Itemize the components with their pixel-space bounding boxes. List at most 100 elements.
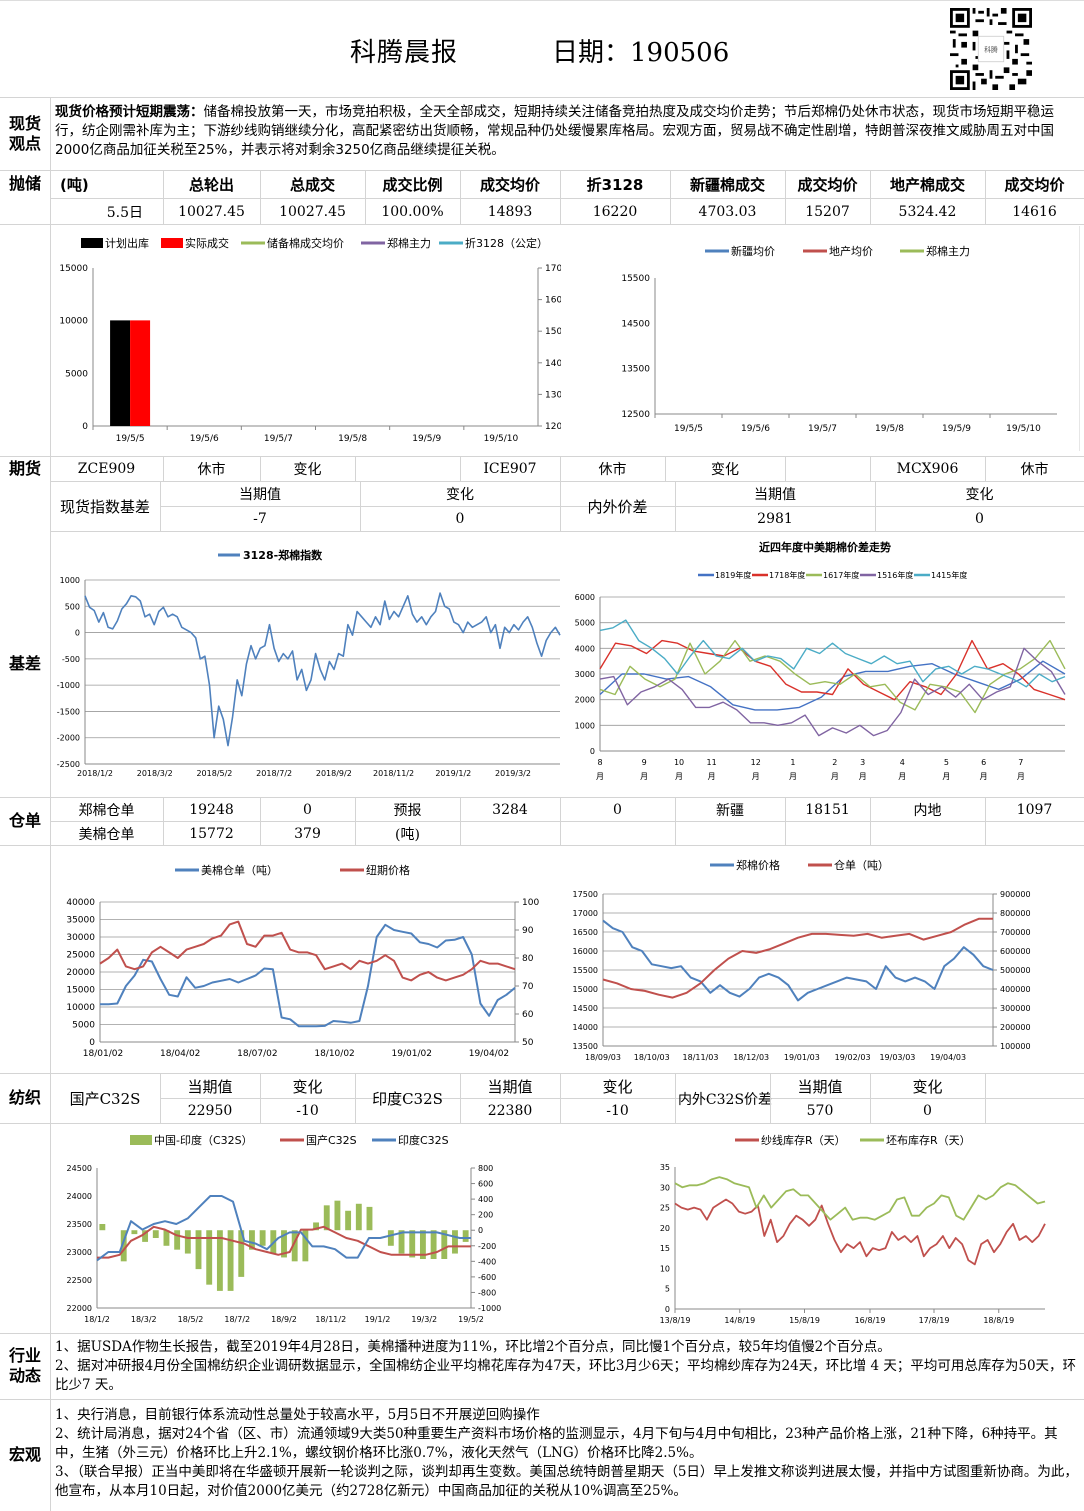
y2-tick-label: 400000 xyxy=(1000,985,1031,994)
x-tick-label: 1 xyxy=(790,758,795,767)
series-line-zce-warehouse xyxy=(602,917,993,999)
x-tick-label: 19/5/5 xyxy=(116,434,145,444)
futures-cell-mcx-status: 休市 xyxy=(1020,462,1049,478)
zce-warehouse-chart: 郑棉价格 仓单（吨） 13500 14000 14500 15000 15500 16000 1… xyxy=(573,858,1031,1062)
y-tick-label: 22500 xyxy=(67,1276,92,1285)
y2-tick-label: -800 xyxy=(478,1288,496,1297)
x-tick-label-month: 月 xyxy=(1017,772,1025,781)
legend-1-label: 仓单（吨） xyxy=(834,858,889,872)
futures-cell-zce-change: 变化 xyxy=(293,462,322,478)
section-label-basis: 基差 xyxy=(8,653,41,673)
bar-spread xyxy=(174,1230,181,1250)
legend-1-label: 坯布库存R（天） xyxy=(886,1133,971,1147)
y2-tick-label: 15000 xyxy=(545,327,561,337)
x-tick-label: 16/8/19 xyxy=(855,1316,886,1325)
bar-actual xyxy=(130,320,151,426)
bar-spread xyxy=(249,1230,255,1250)
x-tick-label: 19/01/02 xyxy=(392,1049,432,1059)
y-tick-label: 30000 xyxy=(66,933,95,943)
legend-1-label: 纽期价格 xyxy=(366,863,410,877)
industry-news: 1、据USDA作物生长报告，截至2019年4月28日，美棉播种进度为11%，环比… xyxy=(55,1338,1079,1395)
y-tick-label: 2000 xyxy=(575,696,595,705)
legend-label-1: 1718年度 xyxy=(769,570,805,580)
series-line-india xyxy=(96,1195,471,1262)
legend-4-label: 折3128（公定） xyxy=(465,236,548,250)
bar-spread xyxy=(302,1230,309,1262)
y-tick-label: 5000 xyxy=(575,619,595,628)
y-tick-label: 5 xyxy=(665,1285,670,1294)
y-tick-label: 17000 xyxy=(573,909,598,918)
x-tick-label: 18/11/2 xyxy=(315,1315,346,1323)
legend-0-label: 纱线库存R（天） xyxy=(761,1133,846,1147)
y2-tick-label: 12000 xyxy=(545,422,561,432)
warehouse-cell: 内地 xyxy=(913,802,942,819)
auction-header-cell: 总成交 xyxy=(289,176,335,194)
report-title: 科腾晨报 xyxy=(350,38,459,68)
x-tick-label-month: 月 xyxy=(859,772,867,781)
textile-ind-current-header: 当期值 xyxy=(487,1077,533,1096)
basis-current-value: -7 xyxy=(253,511,267,527)
auction-value-cell: 14616 xyxy=(1012,203,1057,220)
series-line-us-warehouse xyxy=(100,923,516,1028)
warehouse-cell: 15772 xyxy=(189,825,234,842)
series-line-greige xyxy=(674,1176,1046,1221)
series-line-ice-price xyxy=(99,920,516,982)
bar-spread xyxy=(355,1203,362,1231)
x-tick-label: 15/8/19 xyxy=(789,1316,820,1325)
x-tick-label: 18/3/2 xyxy=(131,1315,157,1323)
x-tick-label: 19/5/6 xyxy=(741,424,770,434)
legend-2-label: 印度C32S xyxy=(398,1133,449,1147)
y2-tick-label: 500000 xyxy=(1000,966,1031,975)
x-tick-label-month: 月 xyxy=(675,772,683,781)
macro-item: 1、央行消息，目前银行体系流动性总量处于较高水平，5月5日不开展逆回购操作 xyxy=(55,1407,540,1423)
x-tick-label: 10 xyxy=(674,758,684,767)
y-tick-label: 6000 xyxy=(575,593,595,602)
x-tick-label: 18/10/02 xyxy=(314,1049,354,1059)
x-tick-label: 19/5/2 xyxy=(458,1315,484,1323)
bar-spread xyxy=(99,1224,106,1231)
warehouse-cell: 0 xyxy=(303,801,312,818)
y2-tick-label: 400 xyxy=(478,1195,493,1204)
textile-domestic-label: 国产C32S xyxy=(69,1090,141,1108)
y2-tick-label: 600 xyxy=(478,1180,493,1189)
y2-tick-label: 800000 xyxy=(1000,909,1031,918)
x-tick-label: 19/5/7 xyxy=(264,434,293,444)
legend-0-label: 中国-印度（C32S） xyxy=(154,1133,253,1147)
x-tick-label: 2018/3/2 xyxy=(137,769,173,778)
legend-2-label: 郑棉主力 xyxy=(926,244,970,258)
auction-header-cell: (吨) xyxy=(60,176,89,194)
x-tick-label: 19/04/02 xyxy=(469,1049,509,1059)
x-tick-label-month: 月 xyxy=(898,772,906,781)
bar-spread xyxy=(206,1230,213,1285)
y-tick-label: 25 xyxy=(660,1204,670,1213)
textile-dom-current-header: 当期值 xyxy=(187,1077,233,1096)
legend-label-2: 1617年度 xyxy=(823,570,859,580)
textile-spread-current-value: 570 xyxy=(806,1103,834,1119)
warehouse-cell: 新疆 xyxy=(716,802,744,819)
y-tick-label: 22000 xyxy=(67,1304,92,1313)
textile-ind-change-header: 变化 xyxy=(602,1077,633,1096)
y-tick-label: 15000 xyxy=(66,986,95,996)
y2-tick-label: 600000 xyxy=(1000,947,1031,956)
y-tick-label: 14000 xyxy=(573,1023,598,1032)
report-date: 日期：190506 xyxy=(552,38,730,68)
x-tick-label: 18/11/03 xyxy=(683,1053,719,1062)
y2-tick-label: 300000 xyxy=(1000,1004,1031,1013)
x-tick-label: 4 xyxy=(900,758,905,767)
section-label-futures: 期货 xyxy=(8,458,41,478)
x-tick-label: 7 xyxy=(1018,758,1023,767)
bar-spread xyxy=(216,1230,223,1291)
x-tick-label: 2018/11/2 xyxy=(373,769,414,778)
y-tick-label: -500 xyxy=(62,655,80,664)
x-tick-label: 18/8/19 xyxy=(983,1316,1014,1325)
series-line-yarn xyxy=(674,1198,1046,1266)
series-line-3 xyxy=(599,647,1066,737)
y-tick-label: 13500 xyxy=(621,365,650,375)
x-tick-label: 19/5/9 xyxy=(942,424,971,434)
inout-current-value: 2981 xyxy=(757,511,793,527)
textile-spread-change-header: 变化 xyxy=(912,1077,943,1096)
x-tick-label: 3 xyxy=(860,758,865,767)
y-tick-label: 16000 xyxy=(573,947,598,956)
y-tick-label: 17500 xyxy=(573,890,598,899)
bar-spread xyxy=(142,1230,149,1242)
